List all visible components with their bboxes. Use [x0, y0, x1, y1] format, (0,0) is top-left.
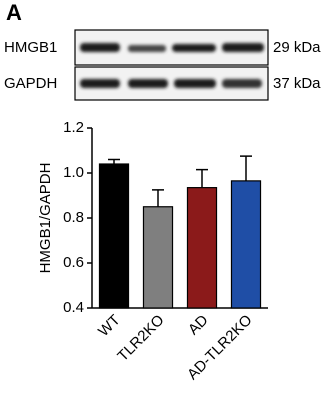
- y-tick-label: 0.4: [63, 299, 84, 316]
- x-tick-label: TLR2KO: [114, 312, 167, 365]
- bar: [186, 187, 218, 309]
- blot-size-label: 37 kDa: [273, 75, 321, 92]
- x-tick-label: WT: [95, 312, 124, 341]
- blot-image: [74, 29, 269, 101]
- panel-label: A: [6, 0, 22, 25]
- blot-size-label: 29 kDa: [273, 39, 321, 56]
- bar: [142, 206, 174, 309]
- blot-row-label: HMGB1: [4, 39, 57, 56]
- y-tick-label: 1.2: [63, 119, 84, 136]
- y-tick-label: 0.6: [63, 254, 84, 271]
- y-tick-label: 0.8: [63, 209, 84, 226]
- bar: [98, 163, 130, 309]
- y-tick-label: 1.0: [63, 164, 84, 181]
- y-axis-label: HMGB1/GAPDH: [37, 163, 54, 274]
- blot-row-label: GAPDH: [4, 75, 57, 92]
- x-tick-label: AD: [185, 312, 212, 339]
- bar: [230, 180, 262, 309]
